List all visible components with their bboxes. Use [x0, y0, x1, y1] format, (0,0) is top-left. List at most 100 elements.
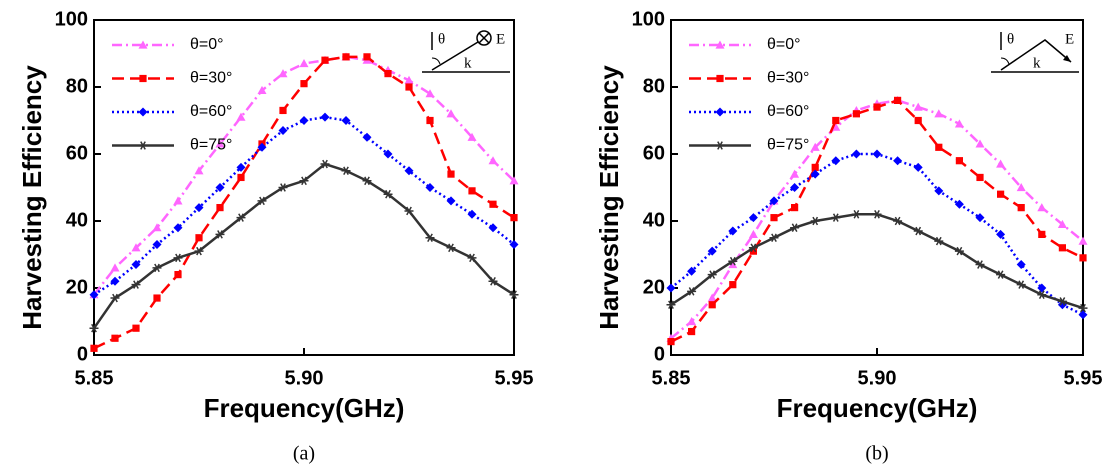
data-point: [110, 276, 120, 286]
y-tick-label: 40: [66, 209, 88, 231]
inset-angle-arc: [1000, 57, 1010, 65]
data-point: [1057, 219, 1067, 228]
legend-label: θ=75°: [190, 137, 232, 154]
data-point: [769, 196, 779, 206]
y-tick-label: 40: [643, 209, 665, 231]
data-point: [342, 53, 350, 61]
data-point: [1057, 297, 1067, 306]
legend-label: θ=60°: [767, 103, 809, 120]
data-point: [1078, 310, 1088, 320]
legend-label: θ=0°: [190, 36, 224, 53]
data-point: [110, 293, 120, 303]
data-point: [110, 263, 120, 272]
data-point: [131, 280, 141, 289]
data-point: [446, 109, 456, 118]
inset-label: E: [496, 31, 505, 47]
inset-label: k: [464, 55, 472, 71]
data-point: [976, 173, 984, 182]
data-point: [488, 156, 498, 165]
data-point: [404, 75, 414, 84]
data-point: [707, 293, 717, 302]
data-point: [510, 214, 518, 222]
data-point: [131, 243, 141, 252]
data-point: [935, 143, 943, 151]
data-point: [748, 229, 758, 238]
data-point: [467, 209, 477, 219]
inset-e-symbol: [476, 30, 492, 46]
x-tick-label: 5.90: [285, 367, 324, 389]
data-point: [384, 70, 392, 78]
data-point: [707, 270, 717, 279]
series-line: [93, 115, 515, 296]
data-point: [810, 216, 820, 226]
y-axis-label: Harvesting Efficiency: [17, 65, 47, 330]
data-point: [320, 159, 330, 169]
data-point: [194, 203, 204, 213]
data-point: [914, 116, 922, 125]
legend-marker: [715, 40, 725, 49]
data-point: [728, 226, 738, 236]
data-point: [488, 223, 498, 233]
data-point: [934, 186, 944, 196]
data-point: [708, 301, 716, 309]
data-point: [467, 132, 477, 141]
data-point: [300, 80, 308, 88]
data-point: [831, 156, 841, 166]
data-point: [152, 263, 162, 273]
data-point: [131, 260, 141, 270]
data-point: [173, 253, 183, 263]
data-point: [488, 277, 498, 286]
data-point: [790, 169, 800, 178]
data-point: [383, 189, 393, 199]
data-point: [341, 116, 351, 125]
x-tick-label: 5.95: [495, 367, 534, 389]
data-point: [1058, 244, 1066, 252]
inset-label: θ: [438, 31, 445, 47]
data-point: [257, 85, 267, 94]
y-tick-label: 80: [643, 75, 665, 97]
data-point: [975, 213, 985, 223]
y-tick-label: 100: [55, 8, 88, 30]
inset-e-cross: [478, 32, 490, 44]
data-point: [509, 290, 519, 299]
data-point: [1038, 230, 1046, 238]
data-point: [1037, 283, 1047, 293]
data-point: [111, 334, 119, 342]
y-tick-label: 20: [643, 276, 665, 298]
caption: (a): [293, 443, 315, 465]
legend-marker: [716, 74, 724, 83]
plot-frame: [670, 19, 1084, 356]
data-point: [278, 126, 288, 136]
data-point: [320, 112, 330, 122]
data-point: [90, 344, 98, 352]
data-point: [851, 149, 861, 159]
data-point: [405, 83, 413, 91]
data-point: [278, 69, 288, 78]
y-axis-label: Harvesting Efficiency: [594, 65, 624, 330]
data-point: [975, 260, 985, 269]
data-point: [257, 142, 267, 152]
y-tick-label: 20: [66, 276, 88, 298]
data-point: [383, 149, 393, 159]
inset-label: E: [1065, 31, 1074, 47]
data-point: [173, 196, 183, 205]
data-point: [893, 156, 903, 166]
data-point: [215, 183, 225, 192]
data-point: [791, 204, 799, 212]
legend-label: θ=0°: [767, 36, 801, 53]
data-point: [770, 214, 778, 222]
data-point: [954, 119, 964, 128]
data-point: [748, 243, 758, 253]
data-point: [174, 271, 182, 279]
data-point: [509, 239, 519, 249]
data-point: [811, 163, 819, 171]
data-point: [447, 170, 455, 178]
data-point: [257, 196, 267, 206]
data-point: [425, 89, 435, 98]
data-point: [467, 253, 477, 263]
data-point: [152, 223, 162, 232]
data-point: [362, 132, 372, 142]
y-tick-label: 60: [643, 142, 665, 164]
data-point: [934, 236, 944, 246]
data-point: [195, 234, 203, 242]
